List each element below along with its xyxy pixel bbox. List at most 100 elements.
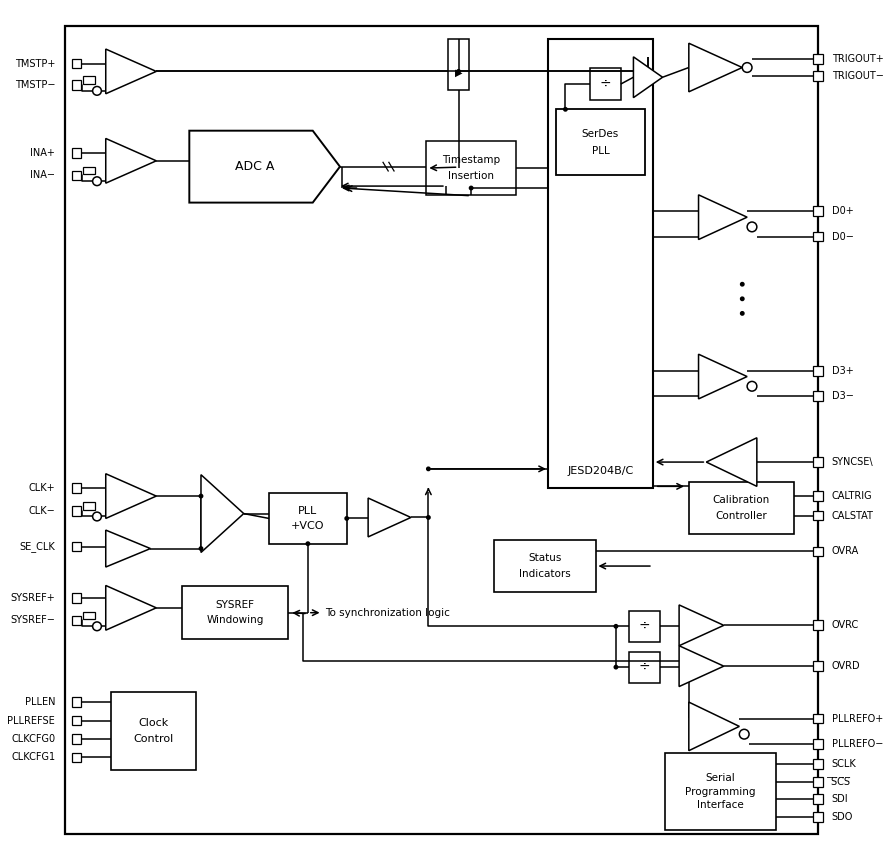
Text: Control: Control — [134, 734, 174, 744]
Text: INA+: INA+ — [30, 148, 55, 158]
Text: ÷: ÷ — [638, 619, 650, 633]
Bar — [72, 170, 82, 181]
Bar — [72, 542, 82, 551]
Bar — [555, 109, 645, 175]
Bar — [65, 26, 818, 834]
Text: OVRA: OVRA — [831, 546, 859, 556]
Text: To synchronization logic: To synchronization logic — [326, 608, 450, 617]
Polygon shape — [368, 498, 411, 537]
Circle shape — [563, 107, 568, 112]
Text: CLKCFG1: CLKCFG1 — [11, 752, 55, 763]
Text: CLK+: CLK+ — [28, 483, 55, 494]
Bar — [548, 40, 653, 488]
Polygon shape — [106, 586, 157, 630]
Circle shape — [93, 177, 101, 186]
Bar — [110, 692, 196, 770]
Bar — [72, 483, 82, 493]
Bar — [813, 458, 823, 467]
Polygon shape — [689, 702, 740, 751]
Circle shape — [613, 665, 619, 670]
Bar — [813, 547, 823, 556]
Text: OVRC: OVRC — [831, 620, 859, 630]
Polygon shape — [634, 57, 662, 98]
Circle shape — [198, 494, 204, 499]
Text: ̅S̅C̅S̅: ̅S̅C̅S̅ — [831, 777, 851, 787]
Bar — [84, 502, 95, 510]
Circle shape — [740, 282, 745, 286]
Text: ÷: ÷ — [600, 77, 611, 91]
Bar — [689, 482, 794, 534]
Circle shape — [740, 729, 749, 739]
Text: ÷: ÷ — [638, 660, 650, 674]
Circle shape — [747, 222, 756, 231]
Text: Serial: Serial — [706, 773, 735, 783]
Text: Calibration: Calibration — [713, 495, 770, 505]
Bar — [72, 80, 82, 90]
Circle shape — [613, 624, 619, 629]
Bar — [813, 511, 823, 520]
Circle shape — [426, 515, 431, 520]
Bar — [813, 759, 823, 769]
Bar — [813, 620, 823, 630]
Polygon shape — [190, 131, 340, 203]
Text: JESD204B/C: JESD204B/C — [567, 466, 634, 476]
Text: PLL: PLL — [592, 146, 610, 157]
Text: Windowing: Windowing — [206, 616, 263, 625]
Bar — [72, 616, 82, 625]
Polygon shape — [699, 195, 747, 240]
Bar — [448, 40, 469, 90]
Text: SE_CLK: SE_CLK — [20, 541, 55, 552]
Text: Controller: Controller — [716, 511, 767, 520]
Polygon shape — [106, 530, 150, 567]
Polygon shape — [201, 475, 244, 552]
Circle shape — [305, 541, 311, 546]
Bar — [628, 611, 659, 642]
Bar — [495, 540, 595, 593]
Polygon shape — [106, 49, 157, 94]
Bar — [72, 752, 82, 762]
Text: CALTRIG: CALTRIG — [831, 491, 872, 501]
Bar — [182, 587, 288, 639]
Polygon shape — [106, 138, 157, 183]
Circle shape — [426, 466, 431, 471]
Text: Interface: Interface — [697, 800, 744, 810]
Text: SYSREF−: SYSREF− — [11, 616, 55, 625]
Text: Programming: Programming — [685, 787, 756, 796]
Text: SDI: SDI — [831, 795, 848, 804]
Bar — [72, 148, 82, 158]
Bar — [72, 58, 82, 69]
Bar — [426, 141, 516, 195]
Circle shape — [93, 87, 101, 95]
Bar — [590, 69, 621, 100]
Circle shape — [93, 512, 101, 521]
Bar — [813, 391, 823, 401]
Text: ADC A: ADC A — [235, 160, 275, 173]
Text: OVRD: OVRD — [831, 661, 861, 671]
Circle shape — [198, 546, 204, 551]
Text: D3+: D3+ — [831, 366, 854, 376]
Bar — [813, 231, 823, 242]
Text: TMSTP−: TMSTP− — [15, 80, 55, 90]
Polygon shape — [679, 605, 724, 646]
Bar — [813, 714, 823, 723]
Circle shape — [740, 311, 745, 316]
Text: TMSTP+: TMSTP+ — [15, 58, 55, 69]
Bar — [813, 661, 823, 671]
Text: SYSREF: SYSREF — [215, 600, 255, 610]
Bar — [813, 366, 823, 376]
Text: PLLREFO+: PLLREFO+ — [831, 714, 883, 723]
Circle shape — [93, 622, 101, 630]
Text: SDO: SDO — [831, 812, 853, 822]
Bar — [72, 697, 82, 707]
Polygon shape — [699, 354, 747, 399]
Text: INA−: INA− — [30, 170, 55, 181]
Bar — [665, 752, 776, 831]
Text: Insertion: Insertion — [449, 171, 494, 181]
Text: TRIGOUT+: TRIGOUT+ — [831, 54, 884, 64]
Text: +VCO: +VCO — [291, 521, 325, 531]
Bar — [813, 71, 823, 81]
Text: SerDes: SerDes — [582, 129, 619, 138]
Bar — [72, 506, 82, 515]
Bar — [84, 167, 95, 175]
Bar — [628, 652, 659, 683]
